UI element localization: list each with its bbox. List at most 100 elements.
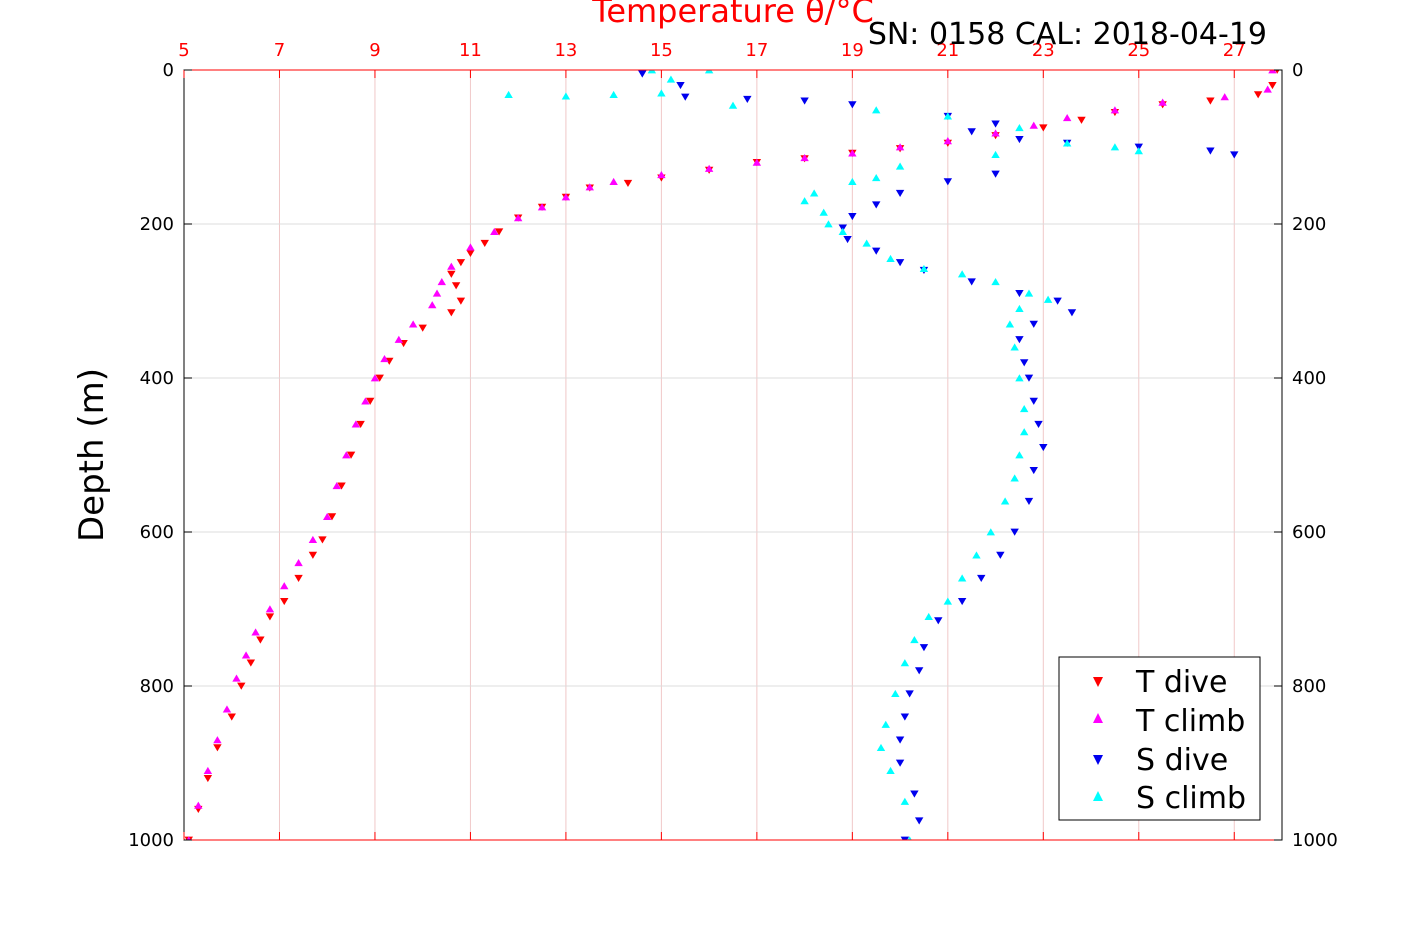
y-tick-label-left: 400 xyxy=(140,368,174,389)
x-tick-label: 5 xyxy=(178,40,189,61)
data-point xyxy=(819,208,828,216)
data-point xyxy=(318,536,327,544)
data-point xyxy=(1067,309,1077,317)
data-point xyxy=(967,128,976,136)
data-point xyxy=(1000,497,1010,505)
data-point xyxy=(256,636,265,644)
data-point xyxy=(1024,289,1034,297)
data-point xyxy=(1029,467,1038,475)
legend-box xyxy=(1058,656,1261,821)
data-point xyxy=(490,227,499,236)
data-point xyxy=(743,95,752,104)
data-point xyxy=(365,397,375,405)
data-point xyxy=(848,101,857,109)
data-point xyxy=(346,451,356,459)
data-point xyxy=(280,582,289,590)
data-point xyxy=(308,535,318,544)
legend-marker-s-climb xyxy=(1093,791,1103,801)
data-point xyxy=(513,214,523,222)
data-point xyxy=(910,636,919,644)
data-point xyxy=(337,482,346,490)
depth-ticks: 0 0 200 200 400 400 600 600 800 800 1000 1000 xyxy=(128,60,1338,851)
data-point xyxy=(186,836,191,840)
data-point xyxy=(1220,93,1229,101)
data-point xyxy=(466,249,475,258)
series-t-dive xyxy=(184,70,1280,840)
data-point xyxy=(203,775,213,783)
data-point xyxy=(876,743,886,751)
data-point xyxy=(447,262,456,270)
data-point xyxy=(996,551,1005,559)
y-tick-label-left: 800 xyxy=(140,676,174,697)
data-point xyxy=(265,605,275,613)
data-point xyxy=(895,736,905,744)
data-point xyxy=(1263,85,1272,93)
data-point xyxy=(265,613,275,621)
data-point xyxy=(809,189,819,197)
legend-marker-t-climb xyxy=(1093,713,1103,723)
data-point xyxy=(943,597,953,605)
data-point xyxy=(848,212,857,221)
data-point xyxy=(241,651,251,659)
data-point xyxy=(704,70,714,74)
data-point xyxy=(1275,70,1280,74)
data-point xyxy=(408,320,418,328)
data-point xyxy=(203,766,213,775)
data-point xyxy=(914,667,924,675)
x-tick-label: 7 xyxy=(274,40,285,61)
data-point xyxy=(872,201,881,209)
data-point xyxy=(1062,113,1072,122)
legend-item-t-climb: T climb xyxy=(1093,704,1245,739)
data-point xyxy=(1077,116,1086,124)
data-point xyxy=(1110,143,1120,151)
y-axis-title: Depth (m) xyxy=(72,368,112,542)
data-point xyxy=(251,628,260,636)
data-point xyxy=(609,177,618,186)
data-point xyxy=(394,335,404,343)
data-point xyxy=(900,797,910,805)
data-point xyxy=(895,759,905,767)
data-point xyxy=(919,264,929,273)
data-point xyxy=(895,162,905,170)
data-point xyxy=(1110,106,1120,114)
data-point xyxy=(1015,374,1024,382)
data-point xyxy=(848,177,857,186)
data-point xyxy=(1043,295,1053,303)
data-point xyxy=(561,92,571,100)
data-point xyxy=(1015,289,1024,298)
data-point xyxy=(910,790,919,798)
data-point xyxy=(194,801,203,809)
data-point xyxy=(1020,428,1029,436)
data-point xyxy=(385,357,394,365)
data-point xyxy=(585,183,594,191)
data-point xyxy=(1039,124,1048,132)
data-point xyxy=(907,836,912,840)
data-point xyxy=(1024,374,1034,382)
data-point xyxy=(977,574,986,582)
data-point xyxy=(227,713,236,721)
data-point xyxy=(1253,91,1263,99)
chart-title: SN: 0158 CAL: 2018-04-19 xyxy=(868,17,1267,52)
legend-item-s-climb: S climb xyxy=(1093,781,1246,816)
y-tick-label-right: 0 xyxy=(1292,60,1303,81)
data-point xyxy=(900,836,910,840)
data-point xyxy=(537,203,547,211)
x-axis-title: Temperature θ/°C xyxy=(591,0,874,30)
data-point xyxy=(967,278,976,286)
x-tick-label: 9 xyxy=(369,40,380,61)
data-point xyxy=(957,574,967,582)
data-point xyxy=(886,766,895,775)
data-point xyxy=(1015,304,1024,313)
y-tick-label-left: 200 xyxy=(140,214,174,235)
data-point xyxy=(1015,123,1024,132)
y-tick-label-right: 600 xyxy=(1292,522,1326,543)
data-point xyxy=(905,690,914,698)
data-point xyxy=(432,289,442,297)
data-point xyxy=(213,736,222,744)
data-point xyxy=(943,137,953,145)
legend-marker-t-dive xyxy=(1093,677,1103,687)
data-point xyxy=(900,713,910,721)
legend-item-t-dive: T dive xyxy=(1093,665,1227,700)
data-point xyxy=(623,179,633,187)
